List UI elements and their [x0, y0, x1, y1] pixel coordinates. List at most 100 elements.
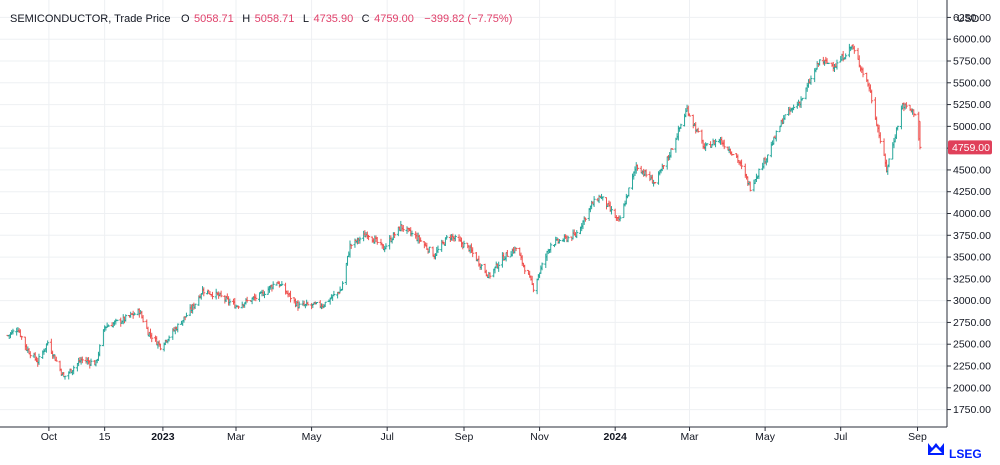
instrument-title: SEMICONDUCTOR, Trade Price	[10, 13, 171, 25]
close-value: 4759.00	[374, 13, 414, 25]
ohlc-bar	[72, 365, 76, 375]
ohlc-bar	[297, 301, 301, 309]
ohlc-bars	[6, 43, 922, 380]
ohlc-bar	[774, 130, 778, 142]
ohlc-bar	[670, 148, 674, 150]
time-tick-label: Sep	[455, 431, 474, 443]
ohlc-bar	[106, 324, 110, 328]
price-tick-label: 5000.00	[953, 121, 991, 133]
price-tick-label: 3750.00	[953, 230, 991, 242]
ohlc-bar	[674, 137, 678, 153]
ohlc-bar	[410, 230, 414, 237]
ohlc-bar	[809, 75, 813, 85]
price-tick-label: 6250.00	[953, 12, 991, 24]
ohlc-bar	[540, 262, 544, 271]
price-tick-label: 4250.00	[953, 186, 991, 198]
ohlc-bar	[427, 246, 431, 253]
ohlc-bar	[757, 168, 761, 180]
ohlc-bar	[514, 247, 518, 252]
ohlc-bar	[592, 196, 596, 207]
ohlc-bar	[878, 132, 882, 144]
ohlc-bar	[688, 113, 692, 117]
ohlc-bar	[176, 323, 180, 333]
ohlc-bar	[488, 272, 492, 279]
ohlc-bar	[731, 153, 735, 156]
ohlc-bar	[882, 138, 886, 156]
ohlc-bar	[841, 51, 845, 62]
ohlc-bar	[367, 234, 371, 241]
ohlc-bar	[341, 281, 345, 291]
high-value: 5058.71	[255, 13, 295, 25]
ohlc-bar	[575, 230, 579, 239]
price-tick-label: 4000.00	[953, 208, 991, 220]
time-axis[interactable]: Oct 15 2023 Mar May Jul Sep Nov 2024 Mar May Jul Sep	[41, 427, 927, 443]
close-label: C	[362, 13, 370, 25]
ohlc-bar	[54, 356, 58, 362]
ohlc-bar	[549, 242, 553, 253]
ohlc-bar	[566, 235, 570, 243]
ohlc-bar	[358, 236, 362, 244]
ohlc-bar	[63, 375, 67, 380]
ohlc-bar	[280, 281, 284, 287]
open-value: 5058.71	[194, 13, 234, 25]
last-price-label: 4759.00	[952, 142, 990, 154]
high-label: H	[242, 13, 250, 25]
ohlc-bar	[852, 45, 856, 54]
price-tick-label: 2750.00	[953, 317, 991, 329]
time-tick-label: 15	[99, 431, 111, 443]
ohlc-bar	[557, 238, 561, 244]
price-tick-label: 5250.00	[953, 99, 991, 111]
lseg-logo: LSEG	[928, 443, 982, 461]
ohlc-bar	[904, 102, 908, 109]
price-tick-label: 1750.00	[953, 404, 991, 416]
ohlc-bar	[202, 287, 206, 297]
ohlc-bar	[132, 312, 136, 316]
chart-grid	[0, 0, 947, 427]
ohlc-bar	[896, 125, 900, 131]
ohlc-bar	[141, 315, 145, 323]
time-tick-label: Mar	[680, 431, 699, 443]
change-value: −399.82 (−7.75%)	[424, 13, 512, 25]
ohlc-bar	[861, 67, 865, 78]
ohlc-bar	[857, 55, 861, 68]
ohlc-bar	[627, 187, 631, 197]
ohlc-bar	[505, 249, 509, 257]
time-tick-label: Nov	[530, 431, 549, 443]
ohlc-bar	[419, 237, 423, 242]
ohlc-bar	[696, 127, 700, 133]
ohlc-bar	[783, 114, 787, 120]
ohlc-bar	[393, 232, 397, 239]
ohlc-bar	[384, 243, 388, 250]
low-label: L	[303, 13, 309, 25]
price-tick-label: 3250.00	[953, 273, 991, 285]
ohlc-bar	[193, 303, 197, 309]
time-tick-label: Sep	[908, 431, 927, 443]
ohlc-bar	[531, 283, 535, 293]
ohlc-bar	[609, 206, 613, 215]
ohlc-bar	[618, 215, 622, 222]
ohlc-bar	[98, 344, 102, 357]
ohlc-bar	[289, 290, 293, 303]
ohlc-bar	[918, 120, 922, 150]
ohlc-bar	[844, 53, 848, 60]
time-tick-label: 2024	[603, 431, 627, 443]
last-price-marker: 4759.00	[948, 140, 992, 155]
ohlc-bar	[271, 281, 275, 290]
ohlc-bar	[375, 237, 379, 245]
time-tick-label: May	[302, 431, 323, 443]
ohlc-bar	[348, 240, 352, 258]
ohlc-bar	[306, 301, 310, 306]
lseg-mark-icon	[928, 443, 944, 455]
ohlc-bar	[445, 235, 449, 240]
time-tick-label: May	[755, 431, 776, 443]
ohlc-bar	[89, 358, 93, 366]
ohlc-bar	[401, 224, 405, 232]
ohlc-bar	[349, 244, 353, 249]
price-axis[interactable]: 1750.00 2000.00 2250.00 2500.00 2750.00 3000.…	[947, 12, 991, 416]
ohlc-bar	[800, 97, 804, 101]
ohlc-bar	[471, 247, 475, 258]
ohlc-bar	[228, 298, 232, 306]
ohlc-bar	[214, 288, 218, 300]
ohlc-bar	[705, 143, 709, 147]
